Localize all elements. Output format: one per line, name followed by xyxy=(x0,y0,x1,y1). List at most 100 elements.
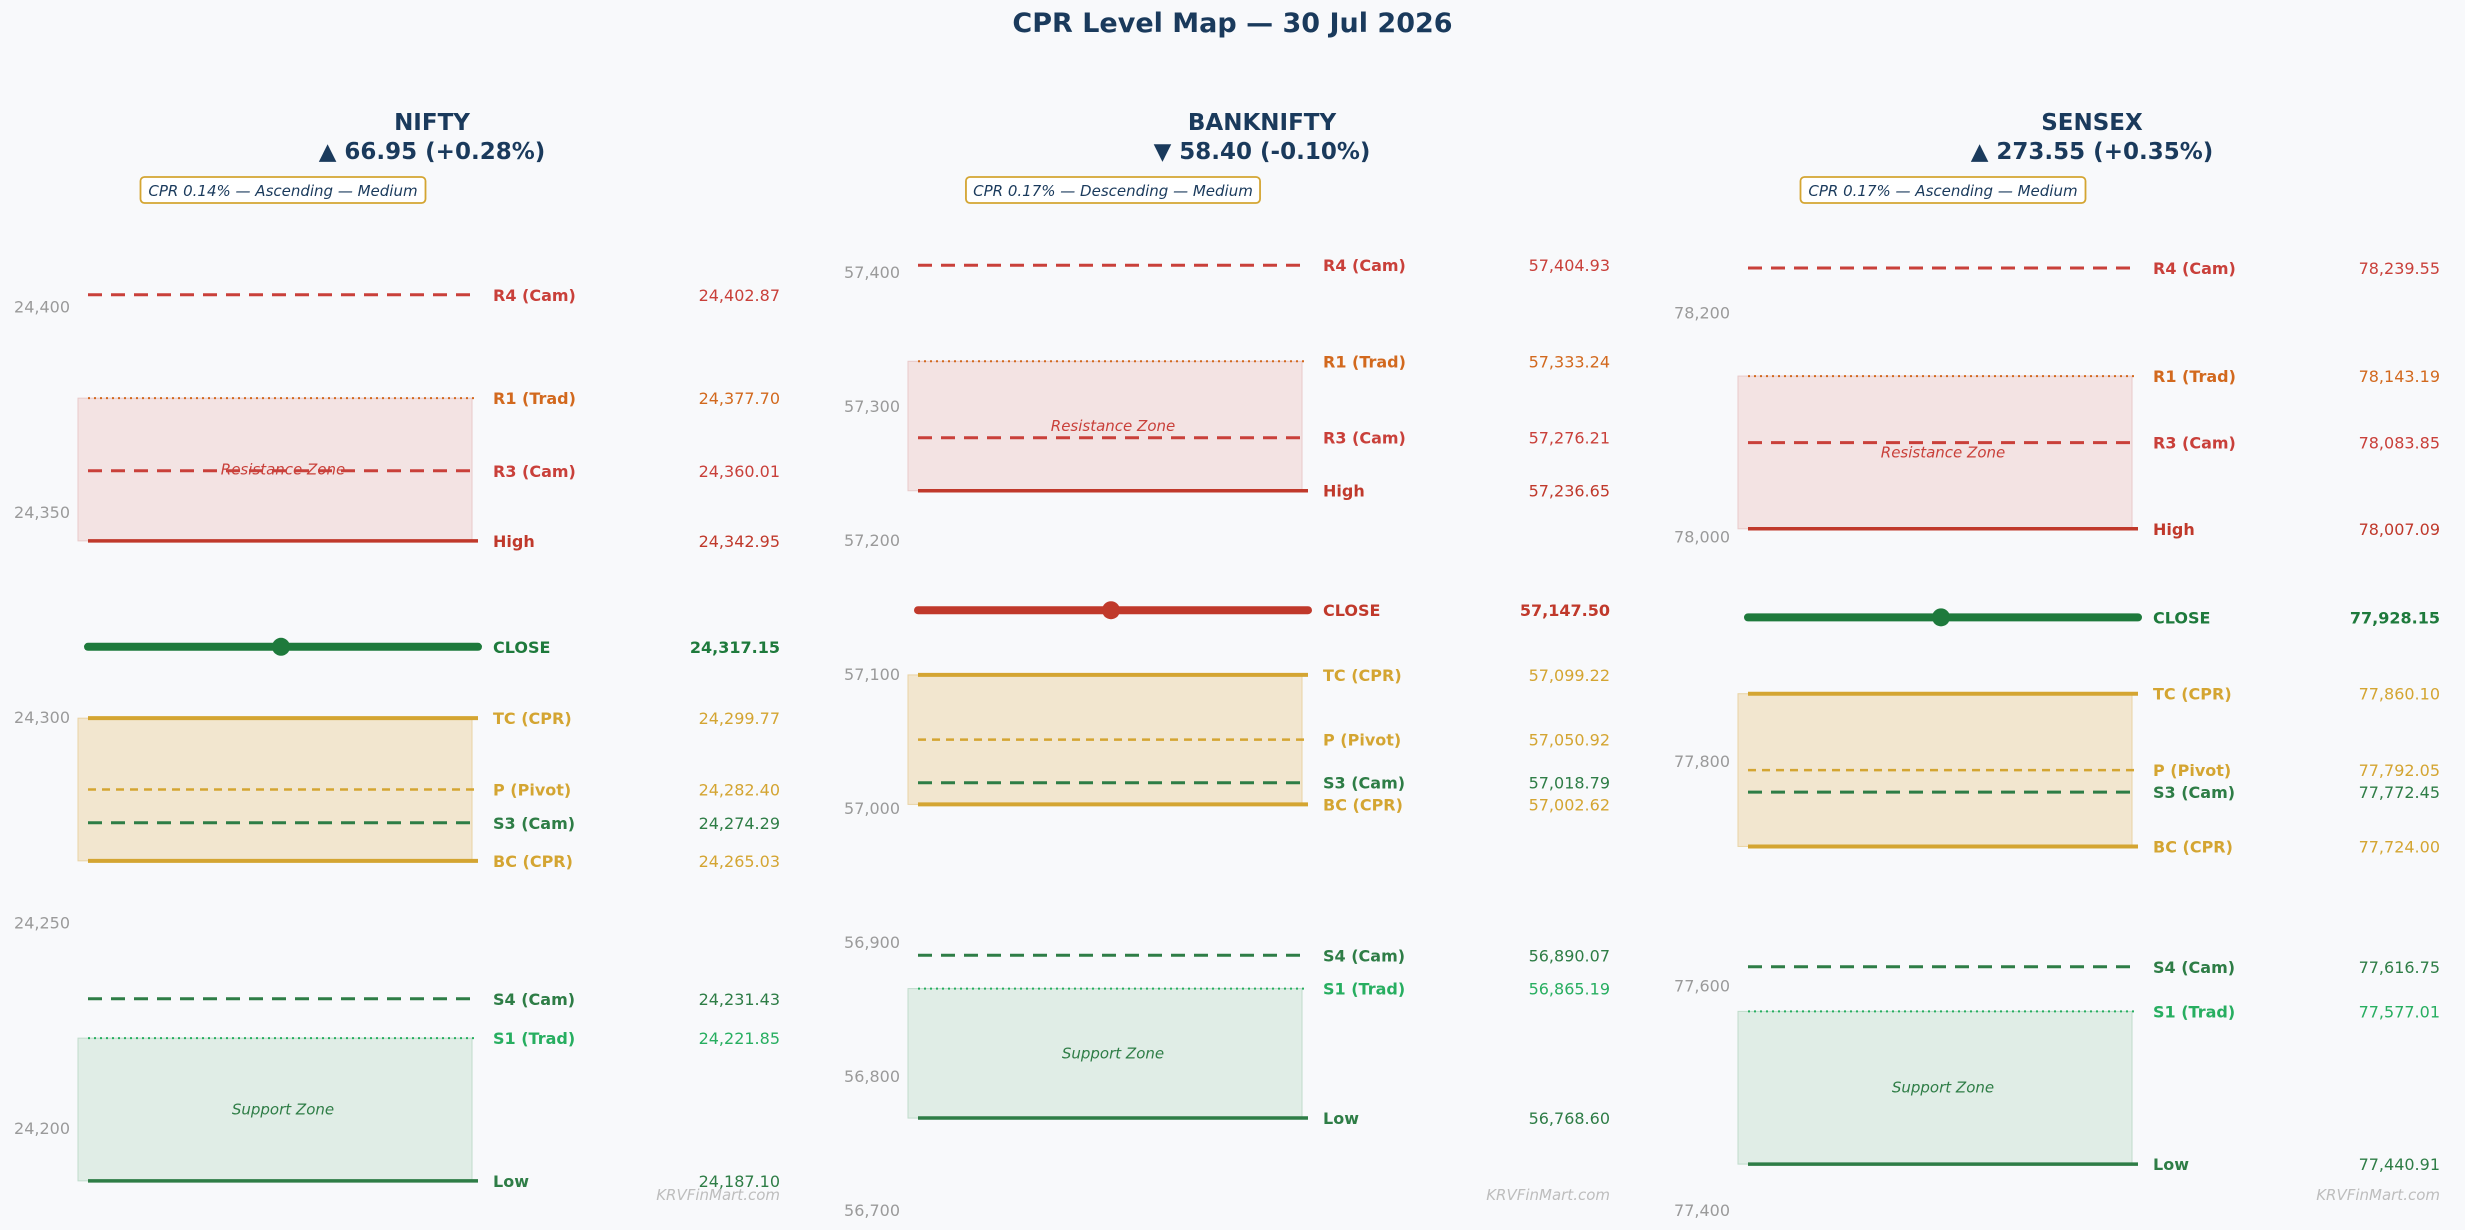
level-value-p-pivot: 57,050.92 xyxy=(1529,731,1610,750)
level-value-r4-cam: 24,402.87 xyxy=(699,286,780,305)
level-value-close: 24,317.15 xyxy=(690,638,780,657)
level-value-close: 77,928.15 xyxy=(2350,608,2440,627)
panel-sensex: SENSEX ▲ 273.55 (+0.35%) CPR 0.17% — Ascen… xyxy=(1674,110,2440,1220)
level-name-s1-trad: S1 (Trad) xyxy=(1323,980,1405,999)
level-name-r3-cam: R3 (Cam) xyxy=(1323,429,1406,448)
level-value-r4-cam: 78,239.55 xyxy=(2359,259,2440,278)
zone-support xyxy=(77,1037,473,1182)
watermark-text: KRVFinMart.com xyxy=(656,1186,780,1204)
level-name-bc-cpr: BC (CPR) xyxy=(1323,795,1403,814)
y-tick-label: 77,800 xyxy=(1674,752,1730,771)
level-value-r1-trad: 24,377.70 xyxy=(699,389,780,408)
level-value-s3-cam: 77,772.45 xyxy=(2359,783,2440,802)
zone-label-support: Support Zone xyxy=(1062,1044,1164,1062)
y-tick-label: 56,800 xyxy=(844,1067,900,1086)
panel-title-index: SENSEX xyxy=(2041,110,2143,136)
level-value-r4-cam: 57,404.93 xyxy=(1529,256,1610,275)
cpr-badge-text: CPR 0.17% — Descending — Medium xyxy=(973,182,1253,200)
y-tick-label: 77,400 xyxy=(1674,1201,1730,1220)
y-tick-label: 78,000 xyxy=(1674,528,1730,547)
zone-label-support: Support Zone xyxy=(1892,1079,1994,1097)
level-value-r3-cam: 78,083.85 xyxy=(2359,434,2440,453)
y-tick-label: 57,300 xyxy=(844,397,900,416)
level-name-tc-cpr: TC (CPR) xyxy=(493,709,572,728)
level-value-high: 24,342.95 xyxy=(699,532,780,551)
y-tick-label: 56,700 xyxy=(844,1201,900,1220)
panel-banknifty: BANKNIFTY ▼ 58.40 (-0.10%) CPR 0.17% — Des… xyxy=(844,110,1610,1220)
level-name-high: High xyxy=(493,532,535,551)
level-name-low: Low xyxy=(2153,1155,2189,1174)
level-name-r3-cam: R3 (Cam) xyxy=(2153,434,2236,453)
level-value-tc-cpr: 57,099.22 xyxy=(1529,666,1610,685)
level-name-p-pivot: P (Pivot) xyxy=(2153,761,2231,780)
close-marker xyxy=(1932,608,1950,627)
level-name-s3-cam: S3 (Cam) xyxy=(2153,783,2235,802)
level-value-tc-cpr: 77,860.10 xyxy=(2359,685,2440,704)
level-value-r1-trad: 78,143.19 xyxy=(2359,367,2440,386)
level-name-s3-cam: S3 (Cam) xyxy=(1323,774,1405,793)
level-name-close: CLOSE xyxy=(2153,608,2210,627)
panel-title-index: BANKNIFTY xyxy=(1188,110,1337,136)
cpr-badge-text: CPR 0.14% — Ascending — Medium xyxy=(148,182,417,200)
level-value-s4-cam: 24,231.43 xyxy=(699,990,780,1009)
level-name-high: High xyxy=(2153,520,2195,539)
level-name-r3-cam: R3 (Cam) xyxy=(493,462,576,481)
cpr-badge xyxy=(139,176,427,204)
level-value-tc-cpr: 24,299.77 xyxy=(699,709,780,728)
level-name-close: CLOSE xyxy=(493,638,550,657)
level-name-s4-cam: S4 (Cam) xyxy=(493,990,575,1009)
y-tick-label: 57,400 xyxy=(844,263,900,282)
level-name-bc-cpr: BC (CPR) xyxy=(493,852,573,871)
level-value-low: 77,440.91 xyxy=(2359,1155,2440,1174)
level-name-p-pivot: P (Pivot) xyxy=(493,781,571,800)
panel-nifty: NIFTY ▲ 66.95 (+0.28%) CPR 0.14% — Ascendi… xyxy=(14,110,780,1204)
close-marker xyxy=(272,637,290,656)
level-name-high: High xyxy=(1323,482,1365,501)
y-tick-label: 24,400 xyxy=(14,298,70,317)
panel-title-change: ▼ 58.40 (-0.10%) xyxy=(1154,139,1371,165)
level-name-r4-cam: R4 (Cam) xyxy=(493,286,576,305)
watermark-text: KRVFinMart.com xyxy=(2316,1186,2440,1204)
level-name-r1-trad: R1 (Trad) xyxy=(1323,352,1406,371)
y-tick-label: 78,200 xyxy=(1674,303,1730,322)
close-marker xyxy=(1102,601,1120,620)
level-name-p-pivot: P (Pivot) xyxy=(1323,731,1401,750)
level-name-r1-trad: R1 (Trad) xyxy=(493,389,576,408)
level-value-low: 56,768.60 xyxy=(1529,1109,1610,1128)
y-tick-label: 57,100 xyxy=(844,665,900,684)
y-tick-label: 24,200 xyxy=(14,1119,70,1138)
level-name-low: Low xyxy=(493,1172,529,1191)
level-name-bc-cpr: BC (CPR) xyxy=(2153,837,2233,856)
level-name-s1-trad: S1 (Trad) xyxy=(2153,1002,2235,1021)
level-name-s3-cam: S3 (Cam) xyxy=(493,814,575,833)
level-name-r4-cam: R4 (Cam) xyxy=(1323,256,1406,275)
cpr-badge-text: CPR 0.17% — Ascending — Medium xyxy=(1808,182,2077,200)
level-name-s4-cam: S4 (Cam) xyxy=(2153,958,2235,977)
y-tick-label: 24,350 xyxy=(14,503,70,522)
y-tick-label: 24,300 xyxy=(14,708,70,727)
y-tick-label: 24,250 xyxy=(14,914,70,933)
zone-resistance xyxy=(1737,375,2133,530)
level-name-s1-trad: S1 (Trad) xyxy=(493,1029,575,1048)
y-tick-label: 57,200 xyxy=(844,531,900,550)
panel-title-change: ▲ 66.95 (+0.28%) xyxy=(319,139,546,165)
cpr-badge xyxy=(965,176,1261,204)
level-name-tc-cpr: TC (CPR) xyxy=(1323,666,1402,685)
level-value-s3-cam: 57,018.79 xyxy=(1529,774,1610,793)
level-name-r1-trad: R1 (Trad) xyxy=(2153,367,2236,386)
zone-label-resistance: Resistance Zone xyxy=(1881,443,2005,461)
y-tick-label: 77,600 xyxy=(1674,977,1730,996)
level-name-r4-cam: R4 (Cam) xyxy=(2153,259,2236,278)
watermark-text: KRVFinMart.com xyxy=(1486,1186,1610,1204)
level-name-close: CLOSE xyxy=(1323,601,1380,620)
level-value-bc-cpr: 57,002.62 xyxy=(1529,795,1610,814)
level-value-s1-trad: 77,577.01 xyxy=(2359,1002,2440,1021)
level-value-low: 24,187.10 xyxy=(699,1172,780,1191)
level-value-bc-cpr: 77,724.00 xyxy=(2359,837,2440,856)
level-value-r3-cam: 57,276.21 xyxy=(1529,429,1610,448)
level-name-s4-cam: S4 (Cam) xyxy=(1323,946,1405,965)
panel-title-change: ▲ 273.55 (+0.35%) xyxy=(1971,139,2214,165)
level-value-s4-cam: 77,616.75 xyxy=(2359,958,2440,977)
level-value-close: 57,147.50 xyxy=(1520,601,1610,620)
page-title: CPR Level Map — 30 Jul 2026 xyxy=(1012,8,1453,39)
